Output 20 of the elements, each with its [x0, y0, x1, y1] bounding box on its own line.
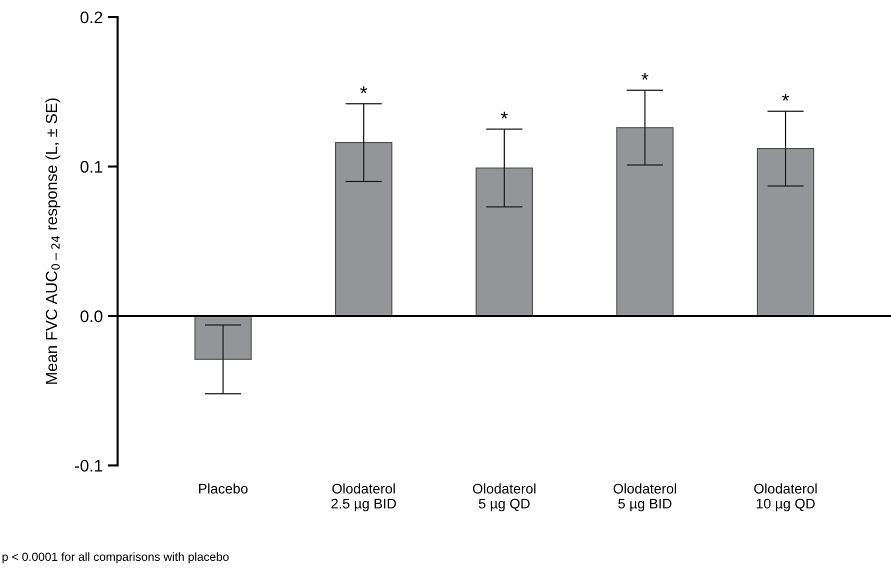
x-tick-label: Placebo: [199, 483, 248, 494]
text: p < 0.0001 for all comparisons with placebo: [2, 552, 229, 564]
x-tick-label: Olodaterol 10 µg QD: [754, 483, 817, 512]
bar: [194, 315, 252, 360]
y-axis-title: Mean FVC AUC$_{0−24}$ response (L, ± SE): [45, 98, 60, 384]
x-tick-label: Olodaterol 2.5 µg BID: [331, 483, 396, 512]
x-tick-label: Olodaterol 5 µg BID: [614, 483, 676, 512]
y-tick-label: 0.1: [80, 160, 102, 173]
annotation: *: [782, 94, 790, 101]
y-tick-label: 0.0: [80, 310, 102, 322]
annotation: *: [500, 112, 508, 119]
y-tick-label: -0.1: [75, 460, 102, 472]
x-tick-label: Olodaterol 5 µg QD: [472, 483, 536, 512]
bar: [335, 142, 392, 317]
annotation: *: [360, 86, 368, 94]
bar: [756, 148, 814, 317]
y-tick-label: 0.2: [80, 11, 102, 24]
bar: [616, 127, 674, 317]
bar: [476, 167, 533, 317]
annotation: *: [641, 72, 648, 80]
